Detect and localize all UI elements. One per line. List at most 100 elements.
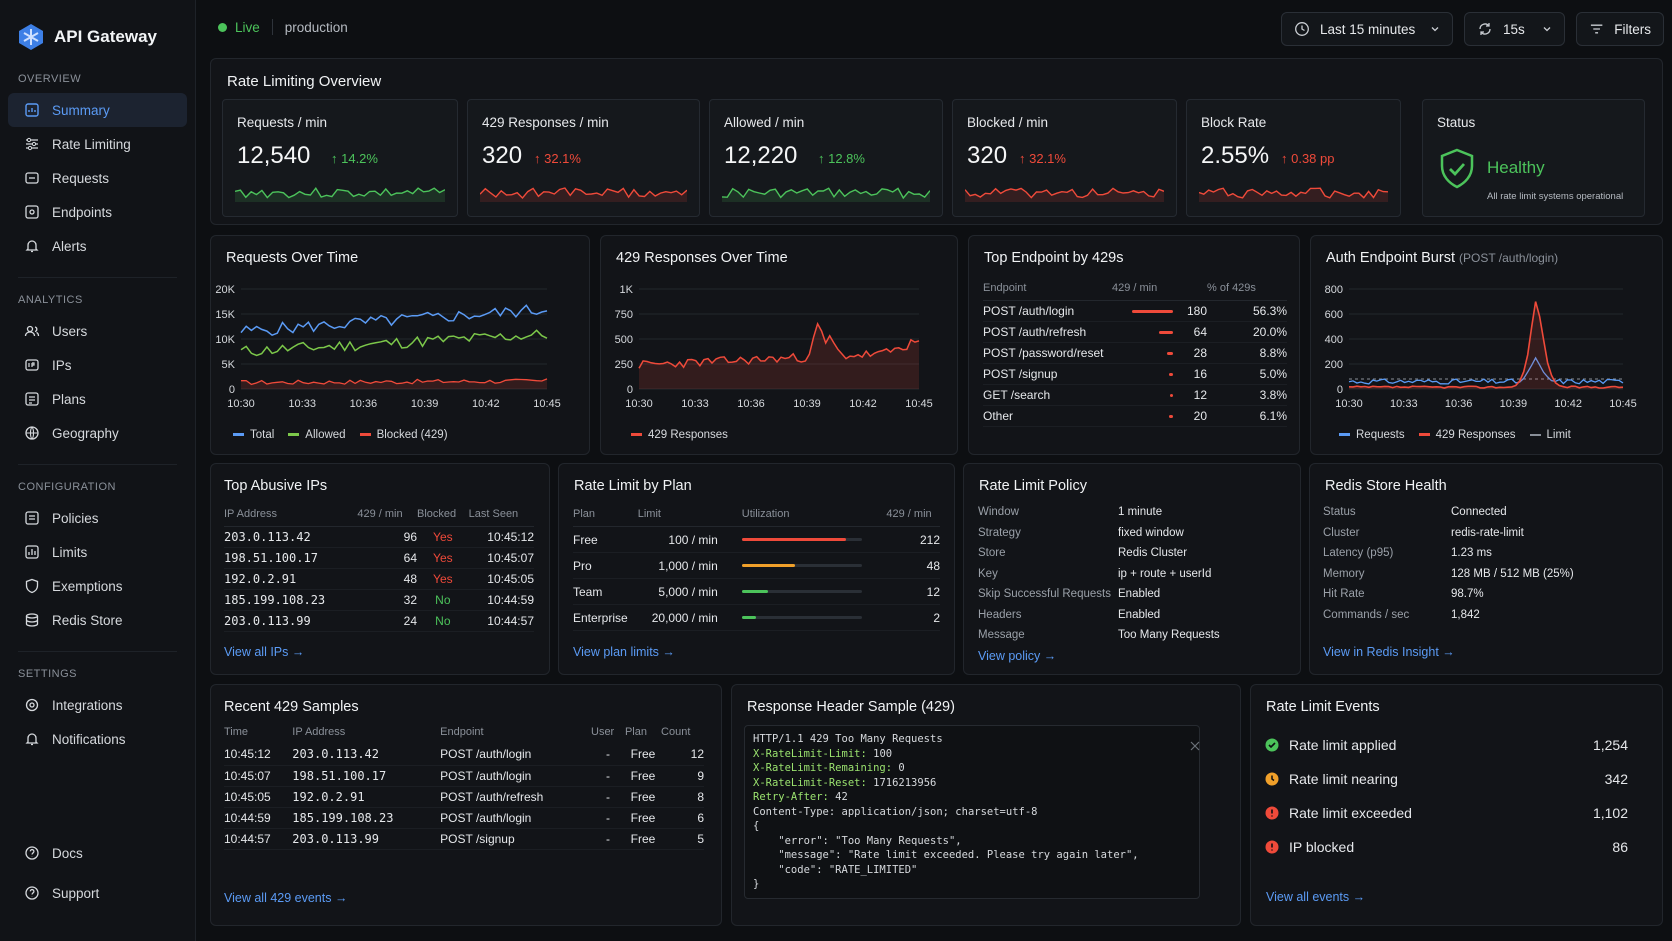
share-bar: [1158, 331, 1173, 335]
table-row[interactable]: Enterprise 20,000 / min 2: [573, 604, 940, 631]
kpi-card[interactable]: Blocked / min 320 ↑ 32.1%: [952, 99, 1177, 217]
sidebar-item-label: Limits: [52, 544, 88, 560]
sidebar-item-geography[interactable]: Geography: [8, 416, 187, 450]
col-utilization: Utilization: [727, 508, 887, 527]
sidebar-item-docs[interactable]: Docs: [8, 836, 187, 870]
detail-value: Connected: [1451, 506, 1507, 518]
plan-cell: Enterprise: [573, 604, 638, 631]
responses-429-panel: 429 Responses Over Time 1K 750 500 250 0 10:3…: [600, 235, 958, 455]
time-cell: 10:45:05: [224, 786, 293, 808]
sidebar-item-ips[interactable]: IPs: [8, 348, 187, 382]
alert-circle-icon: [1265, 806, 1279, 820]
sidebar-item-endpoints[interactable]: Endpoints: [8, 195, 187, 229]
sidebar-item-integrations[interactable]: Integrations: [8, 688, 187, 722]
endpoint-cell: Other: [983, 405, 1112, 427]
event-row[interactable]: Rate limit exceeded 1,102: [1265, 797, 1628, 829]
table-row[interactable]: 203.0.113.99 24 No 10:44:57: [224, 610, 534, 632]
policy-details: Window 1 minute Strategy fixed window Store R…: [978, 506, 1220, 650]
refresh-value: 15s: [1503, 21, 1525, 37]
kpi-sparkline: [235, 186, 445, 202]
brand[interactable]: API Gateway: [0, 0, 195, 60]
header-sample-panel: Response Header Sample (429) HTTP/1.1 42…: [731, 684, 1241, 926]
sidebar-item-support[interactable]: Support: [8, 876, 187, 910]
chevron-down-icon: [1543, 27, 1551, 32]
sidebar-item-requests[interactable]: Requests: [8, 161, 187, 195]
col-blocked: Blocked: [417, 508, 469, 527]
detail-row: Headers Enabled: [978, 609, 1220, 630]
table-row[interactable]: Other 20 6.1%: [983, 405, 1287, 427]
view-all-429-link[interactable]: View all 429 events →: [224, 891, 348, 905]
view-policy-link[interactable]: View policy →: [978, 649, 1057, 663]
table-row[interactable]: 185.199.108.23 32 No 10:44:59: [224, 589, 534, 611]
last-seen-cell: 10:44:57: [468, 610, 534, 632]
endpoint-cell: POST /auth/login: [440, 765, 591, 787]
event-row[interactable]: Rate limit applied 1,254: [1265, 729, 1628, 761]
endpoint-cell: POST /auth/refresh: [983, 321, 1112, 343]
sidebar-item-label: Geography: [52, 425, 119, 441]
sidebar-item-notifications[interactable]: Notifications: [8, 722, 187, 756]
utilization-cell: [727, 552, 887, 579]
event-row[interactable]: IP blocked 86: [1265, 831, 1628, 863]
table-row[interactable]: 198.51.100.17 64 Yes 10:45:07: [224, 547, 534, 569]
auth-burst-legend: Requests 429 Responses Limit: [1339, 429, 1571, 441]
table-row[interactable]: 10:45:12 203.0.113.42 POST /auth/login - Fre…: [224, 744, 704, 766]
refresh-interval-select[interactable]: 15s: [1464, 12, 1565, 46]
sidebar-item-limits[interactable]: Limits: [8, 535, 187, 569]
kpi-card[interactable]: Allowed / min 12,220 ↑ 12.8%: [709, 99, 943, 217]
table-row[interactable]: POST /password/reset 28 8.8%: [983, 342, 1287, 364]
sidebar-item-summary[interactable]: Summary: [8, 93, 187, 127]
table-row[interactable]: 10:45:05 192.0.2.91 POST /auth/refresh - Fre…: [224, 786, 704, 808]
table-row[interactable]: POST /auth/login 180 56.3%: [983, 300, 1287, 322]
count-value: 16: [1193, 367, 1207, 381]
code-line: Retry-After: 42: [753, 791, 848, 803]
detail-row: Window 1 minute: [978, 506, 1220, 527]
detail-row: Cluster redis-rate-limit: [1323, 527, 1574, 548]
sidebar-item-rate-limiting[interactable]: Rate Limiting: [8, 127, 187, 161]
abusive-ips-panel: Top Abusive IPs IP Address 429 / min Blo…: [210, 463, 550, 675]
detail-key: Headers: [978, 608, 1022, 621]
table-row[interactable]: Pro 1,000 / min 48: [573, 552, 940, 579]
status-card: Status Healthy All rate limit systems op…: [1422, 99, 1645, 217]
event-label: Rate limit nearing: [1289, 771, 1398, 787]
kpi-card[interactable]: Requests / min 12,540 ↑ 14.2%: [222, 99, 458, 217]
sidebar-item-exemptions[interactable]: Exemptions: [8, 569, 187, 603]
table-row[interactable]: GET /search 12 3.8%: [983, 384, 1287, 406]
sidebar-item-plans[interactable]: Plans: [8, 382, 187, 416]
table-row[interactable]: POST /signup 16 5.0%: [983, 363, 1287, 385]
sidebar-item-policies[interactable]: Policies: [8, 501, 187, 535]
detail-value: 98.7%: [1451, 588, 1484, 600]
table-row[interactable]: 10:44:57 203.0.113.99 POST /signup - Free 5: [224, 828, 704, 850]
table-row[interactable]: Team 5,000 / min 12: [573, 578, 940, 605]
share-bar: [1132, 310, 1173, 314]
time-range-select[interactable]: Last 15 minutes: [1281, 12, 1453, 46]
view-all-events-link[interactable]: View all events →: [1266, 890, 1366, 904]
table-row[interactable]: Free 100 / min 212: [573, 526, 940, 553]
table-row[interactable]: 192.0.2.91 48 Yes 10:45:05: [224, 568, 534, 590]
utilization-cell: [727, 578, 887, 605]
view-redis-insight-link[interactable]: View in Redis Insight →: [1323, 645, 1455, 659]
kpi-card[interactable]: 429 Responses / min 320 ↑ 32.1%: [467, 99, 700, 217]
limit-cell: 1,000 / min: [637, 552, 728, 579]
table-row[interactable]: 203.0.113.42 96 Yes 10:45:12: [224, 526, 534, 548]
kpi-card[interactable]: Block Rate 2.55% ↑ 0.38 pp: [1186, 99, 1401, 217]
view-plan-limits-link[interactable]: View plan limits →: [573, 645, 675, 659]
requests-icon: [25, 172, 39, 184]
by-plan-panel: Rate Limit by Plan Plan Limit Utilizatio…: [558, 463, 955, 675]
count-cell: 32: [357, 589, 418, 611]
view-all-ips-link[interactable]: View all IPs →: [224, 645, 305, 659]
table-row[interactable]: 10:44:59 185.199.108.23 POST /auth/login - F…: [224, 807, 704, 829]
x-tick-label: 10:39: [411, 398, 439, 410]
blocked-cell: Yes: [417, 526, 469, 548]
table-row[interactable]: POST /auth/refresh 64 20.0%: [983, 321, 1287, 343]
event-count: 1,102: [1592, 805, 1628, 821]
filters-button[interactable]: Filters: [1576, 12, 1664, 46]
filters-label: Filters: [1614, 21, 1651, 37]
detail-row: Store Redis Cluster: [978, 547, 1220, 568]
close-icon[interactable]: [1190, 741, 1200, 751]
event-row[interactable]: Rate limit nearing 342: [1265, 763, 1628, 795]
table-row[interactable]: 10:45:07 198.51.100.17 POST /auth/login - Fr…: [224, 765, 704, 787]
limits-icon: [25, 545, 39, 559]
sidebar-item-users[interactable]: Users: [8, 314, 187, 348]
sidebar-item-alerts[interactable]: Alerts: [8, 229, 187, 263]
sidebar-item-redis-store[interactable]: Redis Store: [8, 603, 187, 637]
